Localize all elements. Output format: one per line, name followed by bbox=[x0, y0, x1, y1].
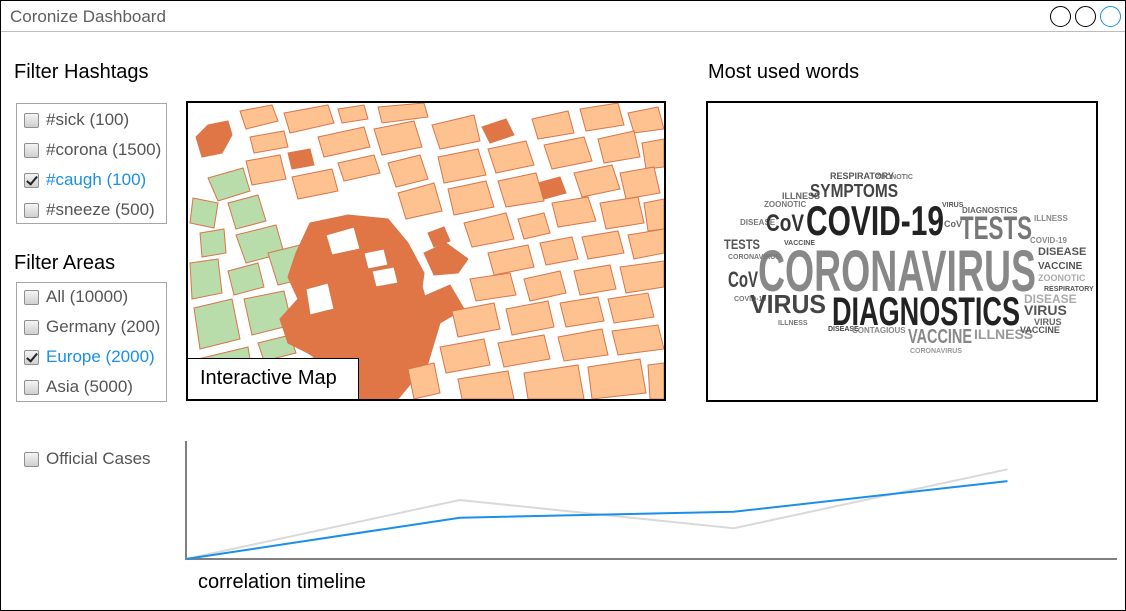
area-option-asia[interactable]: Asia (5000) bbox=[24, 376, 133, 398]
checkbox-icon[interactable] bbox=[24, 142, 39, 158]
word-covid-small: COVID-19 bbox=[1030, 236, 1067, 245]
close-button[interactable] bbox=[1100, 6, 1121, 27]
hashtag-option-label: #caugh (100) bbox=[46, 170, 147, 189]
word-tests: TESTS bbox=[724, 236, 760, 252]
area-filter-list: All (10000) Germany (200) Europe (2000) … bbox=[16, 282, 167, 402]
area-option-label: Asia (5000) bbox=[46, 377, 133, 396]
checkbox-icon[interactable] bbox=[24, 289, 39, 305]
word-zoonotic: ZOONOTIC bbox=[876, 174, 913, 181]
word-respiratory-2: RESPIRATORY bbox=[1044, 286, 1094, 293]
word-coronavirus-small: CORONAVIRUS bbox=[728, 254, 780, 261]
word-covid-left: COVID-19 bbox=[734, 296, 766, 303]
word-cloud-title: Most used words bbox=[708, 61, 860, 83]
checkbox-checked-icon[interactable] bbox=[24, 172, 39, 188]
area-option-germany[interactable]: Germany (200) bbox=[24, 316, 160, 338]
word-zoonotic-3: ZOONOTIC bbox=[1038, 273, 1086, 283]
word-vaccine-2: VACCINE bbox=[1020, 325, 1060, 335]
maximize-button[interactable] bbox=[1075, 6, 1096, 27]
word-diagnostics-small: DIAGNOSTICS bbox=[962, 206, 1018, 215]
checkbox-icon[interactable] bbox=[24, 112, 39, 128]
minimize-button[interactable] bbox=[1050, 6, 1071, 27]
area-option-label: Germany (200) bbox=[46, 317, 161, 336]
official-cases-toggle[interactable]: Official Cases bbox=[24, 448, 151, 470]
word-vaccine: VACCINE bbox=[1038, 261, 1083, 272]
word-virus-small: VIRUS bbox=[1034, 317, 1062, 327]
word-illness: ILLNESS bbox=[782, 191, 820, 201]
area-option-all[interactable]: All (10000) bbox=[24, 286, 128, 308]
word-illness-4: ILLNESS bbox=[974, 326, 1033, 342]
word-cov-left: CoV bbox=[728, 267, 758, 292]
filter-hashtags-title: Filter Hashtags bbox=[14, 61, 149, 83]
checkbox-icon[interactable] bbox=[24, 451, 39, 467]
word-zoonotic-2: ZOONOTIC bbox=[764, 200, 806, 209]
word-virus: VIRUS bbox=[942, 202, 964, 209]
timeline-label: correlation timeline bbox=[198, 571, 366, 593]
word-cloud-panel: RESPIRATORY ZOONOTIC SYMPTOMS ILLNESS VI… bbox=[706, 101, 1098, 402]
area-option-label: Europe (2000) bbox=[46, 347, 155, 366]
word-disease-3: DISEASE bbox=[828, 326, 859, 333]
filter-areas-title: Filter Areas bbox=[14, 252, 116, 274]
hashtag-option-sneeze[interactable]: #sneeze (500) bbox=[24, 199, 155, 221]
word-vaccine-large: VACCINE bbox=[908, 326, 972, 348]
word-disease-2: DISEASE bbox=[1024, 292, 1077, 306]
official-cases-label: Official Cases bbox=[46, 449, 151, 468]
checkbox-checked-icon[interactable] bbox=[24, 349, 39, 365]
checkbox-icon[interactable] bbox=[24, 319, 39, 335]
word-disease: DISEASE bbox=[1038, 246, 1086, 258]
word-symptoms: SYMPTOMS bbox=[810, 181, 898, 201]
checkbox-icon[interactable] bbox=[24, 202, 39, 218]
word-virus-large: VIRUS bbox=[750, 289, 826, 319]
hashtag-filter-list: #sick (100) #corona (1500) #caugh (100) … bbox=[16, 103, 167, 224]
word-cov-small: CoV bbox=[944, 219, 962, 229]
word-diagnostics: DIAGNOSTICS bbox=[832, 290, 1020, 334]
timeline-plot bbox=[185, 441, 1117, 560]
word-tests-large: TESTS bbox=[960, 210, 1032, 246]
word-disease-small: DISEASE bbox=[740, 218, 776, 227]
word-coronavirus: CORONAVIRUS bbox=[758, 239, 1036, 304]
app-title: Coronize Dashboard bbox=[10, 7, 166, 26]
hashtag-option-label: #sick (100) bbox=[46, 110, 130, 129]
area-option-label: All (10000) bbox=[46, 287, 129, 306]
word-virus: VIRUS bbox=[1024, 302, 1067, 318]
map-label: Interactive Map bbox=[188, 358, 359, 399]
word-covid-19: COVID-19 bbox=[806, 197, 944, 244]
word-illness-2: ILLNESS bbox=[1034, 214, 1068, 223]
title-bar: Coronize Dashboard bbox=[1, 1, 1125, 32]
word-coronavirus-2: CORONAVIRUS bbox=[910, 348, 962, 355]
hashtag-option-label: #corona (1500) bbox=[46, 140, 162, 159]
hashtag-option-sick[interactable]: #sick (100) bbox=[24, 109, 129, 131]
hashtag-option-caugh[interactable]: #caugh (100) bbox=[24, 169, 146, 191]
word-contagious: CONTAGIOUS bbox=[852, 326, 906, 335]
word-cloud-graphic: RESPIRATORY ZOONOTIC SYMPTOMS ILLNESS VI… bbox=[724, 171, 1094, 355]
hashtag-option-label: #sneeze (500) bbox=[46, 200, 155, 219]
word-respiratory: RESPIRATORY bbox=[830, 171, 894, 181]
series-line-blue bbox=[185, 480, 1008, 560]
interactive-map[interactable]: Interactive Map bbox=[186, 101, 666, 401]
word-vaccine-small: VACCINE bbox=[784, 240, 815, 247]
correlation-timeline-chart bbox=[1, 431, 1126, 571]
word-cov: CoV bbox=[766, 210, 804, 237]
checkbox-icon[interactable] bbox=[24, 379, 39, 395]
hashtag-option-corona[interactable]: #corona (1500) bbox=[24, 139, 161, 161]
area-option-europe[interactable]: Europe (2000) bbox=[24, 346, 155, 368]
city-map-graphic bbox=[188, 103, 664, 399]
word-illness-3: ILLNESS bbox=[778, 320, 808, 327]
